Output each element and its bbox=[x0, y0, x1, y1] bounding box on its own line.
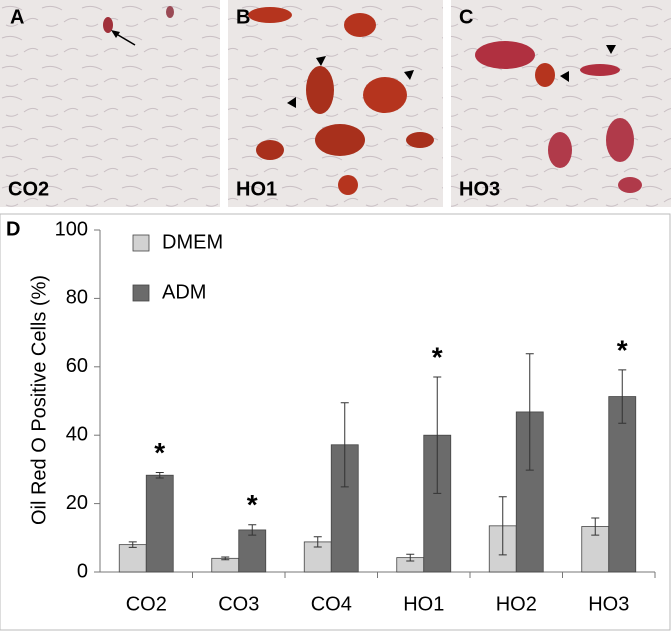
y-tick-label: 60 bbox=[66, 355, 88, 377]
panel-caption: HO1 bbox=[236, 178, 277, 200]
x-tick-label: CO3 bbox=[218, 593, 259, 615]
y-tick-label: 20 bbox=[66, 492, 88, 514]
bar bbox=[145, 474, 174, 573]
x-tick-label: HO2 bbox=[496, 593, 537, 615]
x-tick-label: CO4 bbox=[311, 593, 352, 615]
y-tick-label: 0 bbox=[77, 560, 88, 582]
legend-label: DMEM bbox=[162, 231, 223, 253]
y-axis-label: Oil Red O Positive Cells (%) bbox=[28, 275, 50, 525]
significance-label: * bbox=[432, 341, 443, 372]
error-bar bbox=[155, 471, 164, 479]
y-tick-label: 100 bbox=[55, 218, 88, 240]
x-tick-label: CO2 bbox=[126, 593, 167, 615]
significance-label: * bbox=[247, 489, 258, 520]
bar bbox=[118, 544, 147, 573]
x-tick-label: HO1 bbox=[403, 593, 444, 615]
error-bar bbox=[248, 524, 257, 536]
bar bbox=[238, 529, 267, 573]
bar bbox=[211, 557, 240, 573]
panel-letter: B bbox=[236, 6, 250, 28]
legend-swatch bbox=[132, 234, 150, 252]
error-bar bbox=[128, 541, 137, 548]
error-bar bbox=[525, 353, 534, 471]
error-bar bbox=[406, 553, 415, 562]
legend-label: ADM bbox=[162, 281, 206, 303]
error-bar bbox=[340, 402, 349, 488]
panel-letter: C bbox=[459, 6, 473, 28]
error-bar bbox=[591, 517, 600, 536]
panel-letter: D bbox=[6, 218, 20, 240]
error-bar bbox=[313, 536, 322, 548]
panel-frame bbox=[0, 213, 671, 631]
significance-label: * bbox=[617, 334, 628, 365]
panel-caption: CO2 bbox=[8, 178, 49, 200]
panel-caption: HO3 bbox=[459, 178, 500, 200]
x-tick-label: HO3 bbox=[588, 593, 629, 615]
legend-swatch bbox=[132, 284, 150, 302]
error-bar bbox=[618, 369, 627, 424]
micrograph-b bbox=[228, 0, 443, 207]
micrograph-c bbox=[451, 0, 671, 207]
error-bar bbox=[498, 496, 507, 556]
panel-letter: A bbox=[10, 6, 24, 28]
error-bar bbox=[221, 556, 230, 561]
bar bbox=[608, 396, 637, 573]
error-bar bbox=[433, 376, 442, 494]
y-tick-label: 40 bbox=[66, 423, 88, 445]
micrograph-a bbox=[0, 0, 220, 207]
y-tick-label: 80 bbox=[66, 287, 88, 309]
significance-label: * bbox=[154, 437, 165, 468]
